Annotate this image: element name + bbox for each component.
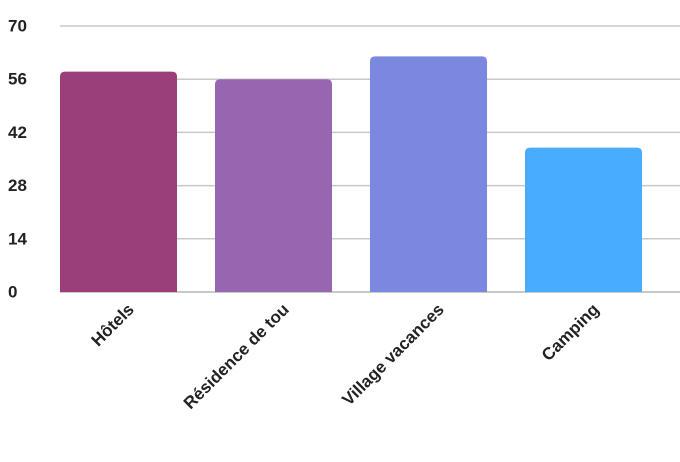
bar [525, 147, 643, 292]
y-tick-label: 70 [8, 17, 27, 36]
x-tick-label: Résidence de tou [180, 300, 293, 413]
y-tick-label: 0 [8, 283, 17, 302]
x-axis-ticks: Hôtels Résidence de tou Village vacances Ca… [88, 300, 603, 413]
x-tick-label: Camping [538, 300, 603, 365]
bar [60, 71, 178, 292]
y-tick-label: 56 [8, 70, 27, 89]
bar [215, 79, 333, 292]
y-axis-ticks: 0 14 28 42 56 70 [8, 17, 27, 302]
bars [60, 56, 643, 293]
bar [370, 56, 488, 293]
x-tick-label: Village vacances [338, 300, 447, 409]
y-tick-label: 42 [8, 123, 27, 142]
x-tick-label: Hôtels [88, 300, 138, 350]
y-tick-label: 14 [8, 229, 27, 248]
y-tick-label: 28 [8, 176, 27, 195]
